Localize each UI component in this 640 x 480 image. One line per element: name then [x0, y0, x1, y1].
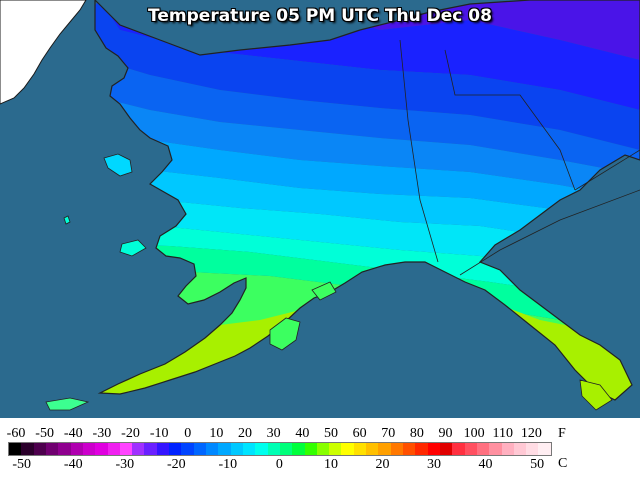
fahrenheit-tick-label: 10 [209, 426, 224, 441]
celsius-tick-label: -30 [115, 457, 135, 472]
legend-color-swatch [538, 443, 551, 455]
legend-color-swatch [390, 443, 403, 455]
fahrenheit-tick-label: 50 [323, 426, 338, 441]
legend-color-swatch [58, 443, 71, 455]
legend-color-swatch [107, 443, 120, 455]
celsius-tick-label: 50 [530, 457, 545, 472]
legend-color-bar [8, 442, 552, 456]
legend-color-swatch [156, 443, 170, 455]
legend-color-swatch [45, 443, 59, 455]
legend-color-swatch [33, 443, 46, 455]
legend-color-swatch [353, 443, 367, 455]
legend-color-swatch [9, 443, 22, 455]
fahrenheit-tick-label: 0 [184, 426, 192, 441]
alaska-temperature-field [95, 0, 640, 400]
legend-color-swatch [378, 443, 391, 455]
legend-color-swatch [366, 443, 379, 455]
legend-color-swatch [464, 443, 477, 455]
fahrenheit-tick-label: 70 [381, 426, 396, 441]
celsius-tick-label: -50 [12, 457, 32, 472]
temperature-map: Temperature 05 PM UTC Thu Dec 08 [0, 0, 640, 418]
celsius-tick-label: 0 [275, 457, 283, 472]
temperature-band [95, 0, 640, 150]
temperature-band [95, 0, 640, 60]
map-canvas [0, 0, 640, 411]
celsius-tick-label: -40 [63, 457, 83, 472]
legend-color-swatch [132, 443, 145, 455]
fahrenheit-tick-label: -30 [92, 426, 112, 441]
celsius-tick-label: 30 [427, 457, 442, 472]
celsius-scale: -50 -40 -30 -20 -10 0 10 20 30 40 50 [0, 457, 640, 473]
fahrenheit-tick-label: 30 [266, 426, 281, 441]
legend-color-swatch [501, 443, 514, 455]
legend-color-swatch [403, 443, 416, 455]
fahrenheit-tick-label: 80 [409, 426, 424, 441]
fahrenheit-tick-label: 110 [492, 426, 513, 441]
legend-color-swatch [279, 443, 293, 455]
legend-color-swatch [526, 443, 539, 455]
legend-color-swatch [230, 443, 243, 455]
celsius-tick-label: -10 [218, 457, 238, 472]
fahrenheit-tick-label: -50 [35, 426, 54, 441]
temperature-band [95, 216, 640, 300]
fahrenheit-unit-label: F [558, 426, 566, 441]
temperature-band [95, 80, 640, 200]
legend-color-swatch [513, 443, 527, 455]
legend-color-swatch [169, 443, 182, 455]
legend-color-swatch [70, 443, 83, 455]
temperature-band [95, 150, 640, 250]
legend-color-swatch [304, 443, 317, 455]
legend-color-swatch [341, 443, 354, 455]
legend-color-swatch [439, 443, 453, 455]
legend-color-swatch [242, 443, 256, 455]
celsius-tick-label: 10 [323, 457, 338, 472]
legend-color-swatch [144, 443, 157, 455]
fahrenheit-tick-label: 20 [238, 426, 253, 441]
legend-color-swatch [218, 443, 231, 455]
legend-color-swatch [206, 443, 219, 455]
celsius-tick-label: 40 [478, 457, 493, 472]
fahrenheit-scale: -60 -50 -40 -30 -20 -10 0 10 20 30 40 50 60 70 80 90 100… [0, 426, 640, 442]
fahrenheit-tick-label: -60 [6, 426, 26, 441]
fahrenheit-tick-label: 100 [463, 426, 485, 441]
legend-color-swatch [119, 443, 133, 455]
territory-boundaries [399, 39, 640, 276]
legend-color-swatch [21, 443, 34, 455]
temperature-band [95, 115, 640, 225]
celsius-tick-label: -20 [166, 457, 186, 472]
legend-color-swatch [316, 443, 330, 455]
legend-color-swatch [82, 443, 96, 455]
island-group [45, 153, 613, 411]
legend-color-swatch [476, 443, 490, 455]
legend-color-swatch [415, 443, 428, 455]
fahrenheit-tick-label: 90 [438, 426, 453, 441]
fahrenheit-tick-label: 60 [352, 426, 367, 441]
legend-color-swatch [193, 443, 206, 455]
temperature-band [95, 40, 640, 175]
legend-color-swatch [181, 443, 194, 455]
legend-color-swatch [427, 443, 440, 455]
chukotka-landmass [0, 0, 87, 105]
celsius-unit-label: C [558, 456, 568, 471]
legend-color-swatch [95, 443, 108, 455]
fahrenheit-tick-label: -40 [63, 426, 83, 441]
legend-color-swatch [489, 443, 502, 455]
legend-color-swatch [255, 443, 268, 455]
celsius-tick-label: 20 [375, 457, 390, 472]
fahrenheit-tick-label: -20 [121, 426, 140, 441]
map-title: Temperature 05 PM UTC Thu Dec 08 [148, 6, 492, 26]
legend-color-swatch [267, 443, 280, 455]
fahrenheit-tick-label: 120 [520, 426, 542, 441]
legend-color-swatch [292, 443, 305, 455]
fahrenheit-tick-label: -10 [149, 426, 169, 441]
fahrenheit-tick-label: 40 [295, 426, 310, 441]
legend-color-swatch [452, 443, 465, 455]
legend-color-swatch [329, 443, 342, 455]
